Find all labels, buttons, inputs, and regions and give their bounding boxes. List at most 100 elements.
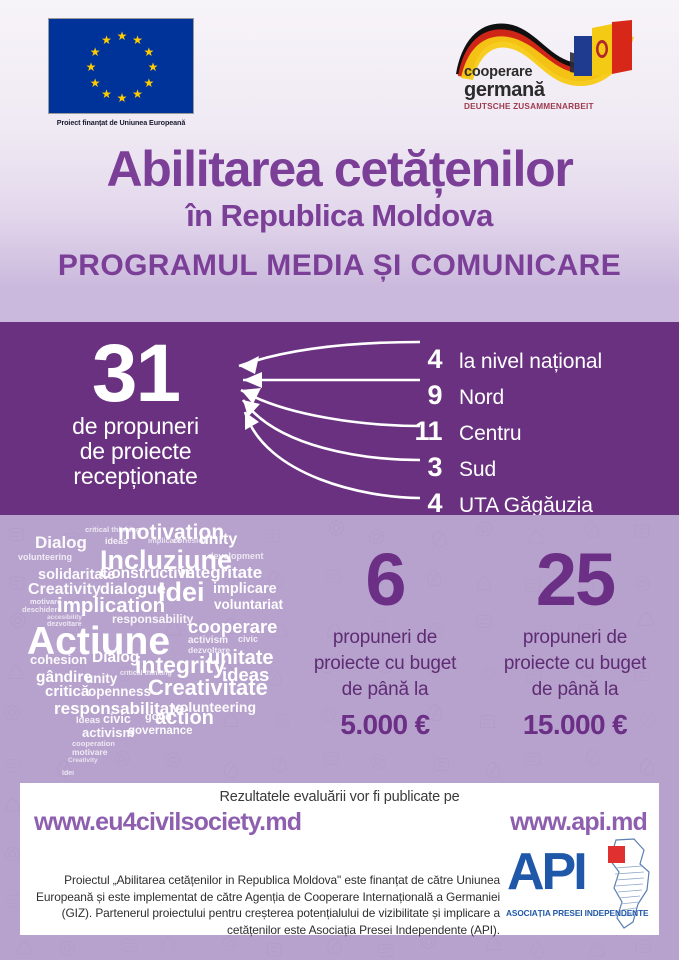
word-cloud-word: cohesion (173, 536, 209, 545)
word-cloud-word: action (155, 707, 214, 729)
word-cloud-word: civic (103, 712, 131, 726)
table-row: 11 Centru (390, 416, 602, 452)
word-cloud-word: implication (57, 594, 166, 617)
budget-desc-line1: propuneri de (522, 627, 628, 648)
eu-star-icon: ★ (116, 91, 128, 105)
budget-desc-line3: de până la (341, 679, 429, 700)
budget-desc-line2: proiecte cu buget (313, 653, 457, 674)
eu-star-icon: ★ (132, 33, 143, 48)
breakdown-label: la nivel național (459, 350, 603, 373)
footer-panel: Rezultatele evaluării vor fi publicate p… (20, 783, 659, 937)
word-cloud-word: deschidere (22, 605, 62, 614)
breakdown-label: Nord (459, 386, 505, 409)
budget-count: 25 (535, 538, 616, 621)
word-cloud-word: motivare (72, 747, 108, 757)
german-cooperation-logo: cooperare germană DEUTSCHE ZUSAMMENARBEI… (452, 12, 638, 120)
word-cloud-word: gândire (36, 669, 92, 686)
word-cloud-word: dialogue (100, 581, 166, 598)
word-cloud-word: development (208, 551, 264, 561)
word-cloud-word: Actiune (27, 620, 171, 663)
table-row: 3 Sud (390, 452, 602, 488)
eu-star-icon: ★ (89, 75, 101, 90)
word-cloud-word: unity (199, 531, 238, 548)
api-wordmark: API (507, 843, 588, 901)
word-cloud-word: responsability (112, 612, 194, 626)
total-label-line2: de proiecte (79, 438, 192, 464)
breakdown-label: Sud (459, 458, 497, 481)
eu-star-icon: ★ (101, 86, 112, 101)
title-line-3: PROGRAMUL MEDIA ȘI COMUNICARE (57, 249, 622, 282)
word-cloud-word: good (145, 711, 172, 723)
footer-urls: www.eu4civilsociety.md www.api.md (20, 808, 659, 842)
footer-body-text: Proiectul „Abilitarea cetățenilor in Rep… (35, 873, 500, 937)
breakdown-count: 3 (427, 452, 442, 482)
breakdown-label: Centru (459, 422, 522, 445)
word-cloud-word: voluntariat (214, 597, 284, 612)
word-cloud-word: accesibility (47, 614, 83, 621)
eu-star-icon: ★ (147, 60, 159, 74)
word-cloud-word: motivare (30, 597, 62, 606)
total-proposals-block: 31 de propuneri de proiecte recepționate (28, 328, 243, 489)
eu-star-icon: ★ (89, 44, 101, 59)
eu-star-icon: ★ (101, 33, 112, 48)
breakdown-count: 9 (427, 380, 442, 410)
budget-count: 6 (365, 538, 406, 621)
word-cloud-word: volunteering (172, 699, 257, 715)
total-label-line1: de propuneri (72, 413, 199, 439)
eu-star-icon: ★ (132, 86, 143, 101)
budget-desc-line3: de până la (531, 679, 619, 700)
breakdown-count: 4 (427, 488, 442, 518)
title-line-1: Abilitarea cetățenilor (106, 141, 573, 197)
german-cooperation-line1: cooperare (464, 64, 533, 80)
word-cloud-word: ideas (105, 536, 129, 546)
eu-star-icon: ★ (143, 75, 155, 90)
word-cloud-word: Idei (158, 577, 205, 607)
word-cloud-word: Idei (62, 770, 75, 777)
word-cloud-word: implicare (213, 581, 277, 597)
word-cloud-word: critical thinking (120, 670, 172, 677)
word-cloud-word: volunteering (18, 552, 73, 562)
budget-amount: 15.000 € (522, 709, 628, 740)
breakdown-count: 4 (427, 344, 442, 374)
word-cloud-word: cooperare (188, 616, 278, 637)
link-eu4civilsociety[interactable]: www.eu4civilsociety.md (34, 808, 302, 836)
link-api-md[interactable]: www.api.md (510, 808, 648, 836)
word-cloud-word: Dialog (35, 533, 87, 552)
statistics-band: 31 de propuneri de proiecte recepționate (0, 322, 679, 518)
title-line-2: în Republica Moldova (186, 198, 493, 233)
breakdown-count: 11 (414, 416, 442, 446)
budget-card-5000: 6 propuneri de proiecte cu buget de până… (290, 543, 480, 741)
german-cooperation-line2: germană (464, 79, 545, 101)
api-logo-dot (608, 846, 625, 863)
eu-star-icon: ★ (116, 29, 128, 43)
word-cloud-word: dezvoltare (188, 645, 231, 655)
word-cloud-word: unity (85, 671, 118, 686)
word-cloud-word: integritate (180, 563, 263, 582)
word-cloud-word: Creativity (28, 581, 101, 598)
word-cloud-word: civic (238, 634, 259, 644)
budget-description: propuneri de proiecte cu buget de până l… (290, 625, 480, 703)
word-cloud-word: openness (88, 684, 152, 699)
word-cloud-word: Constructive (100, 565, 195, 582)
budget-desc-line2: proiecte cu buget (503, 653, 647, 674)
budget-description: propuneri de proiecte cu buget de până l… (480, 625, 670, 703)
api-tagline: ASOCIAȚIA PRESEI INDEPENDENTE (506, 908, 649, 918)
word-cloud-word: ideas (222, 664, 270, 685)
word-cloud-word: cooperation (72, 739, 115, 748)
german-cooperation-wordmark: cooperare germană DEUTSCHE ZUSAMMENARBEI… (464, 64, 594, 112)
word-cloud-graphic: critical thinking motivation Dialog ideas im… (0, 520, 296, 780)
german-cooperation-line3: DEUTSCHE ZUSAMMENARBEIT (464, 102, 594, 111)
word-cloud-word: solidaritate (38, 567, 116, 583)
word-cloud-word: Dialog (92, 649, 140, 666)
word-cloud-word: governance (128, 725, 193, 737)
api-logo-icon: API ASOCIAȚIA PRESEI INDEPENDENTE (504, 838, 654, 934)
converging-arrows-icon (238, 340, 421, 500)
word-cloud-word: responsabilitate (54, 699, 185, 718)
budget-desc-line1: propuneri de (332, 627, 438, 648)
word-cloud-word: motivation (118, 521, 225, 544)
header-logos: ★ ★ ★ ★ ★ ★ ★ ★ ★ ★ ★ ★ Proiect finanțat de Uniunea… (0, 0, 679, 130)
word-cloud-word: Incluziune (100, 545, 233, 575)
total-proposals-number: 31 (91, 328, 181, 419)
table-row: 4 la nivel național (390, 344, 602, 380)
eu-logo: ★ ★ ★ ★ ★ ★ ★ ★ ★ ★ ★ ★ Proiect finanțat de Uniunea… (48, 18, 194, 127)
